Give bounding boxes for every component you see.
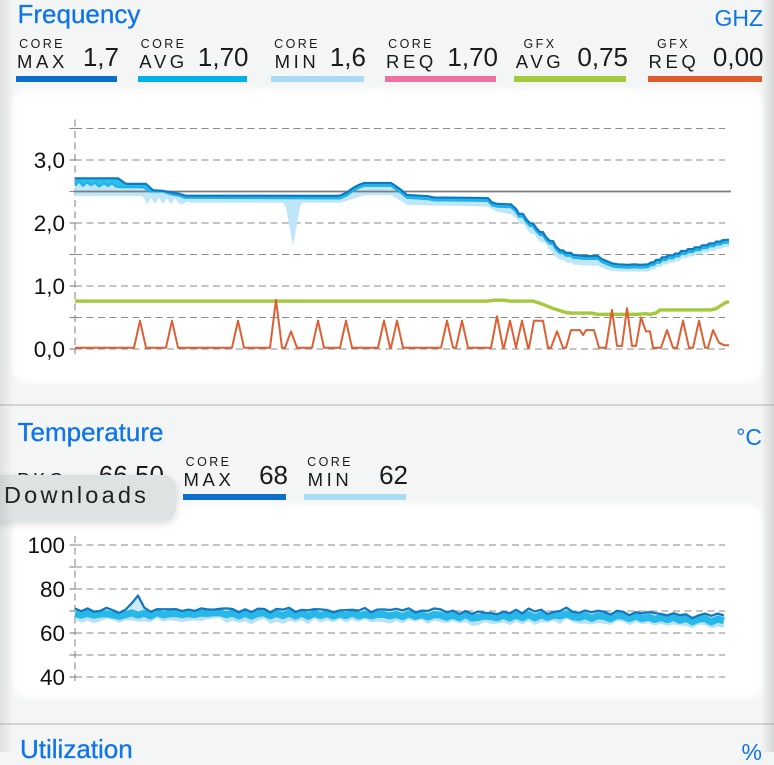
svg-text:2,0: 2,0 xyxy=(34,211,65,236)
svg-text:3,0: 3,0 xyxy=(34,148,65,173)
svg-text:40: 40 xyxy=(40,665,65,690)
svg-text:1,0: 1,0 xyxy=(34,274,65,299)
svg-text:100: 100 xyxy=(27,533,65,558)
svg-text:60: 60 xyxy=(40,621,65,646)
svg-text:80: 80 xyxy=(40,577,65,602)
svg-text:0,0: 0,0 xyxy=(34,337,65,362)
